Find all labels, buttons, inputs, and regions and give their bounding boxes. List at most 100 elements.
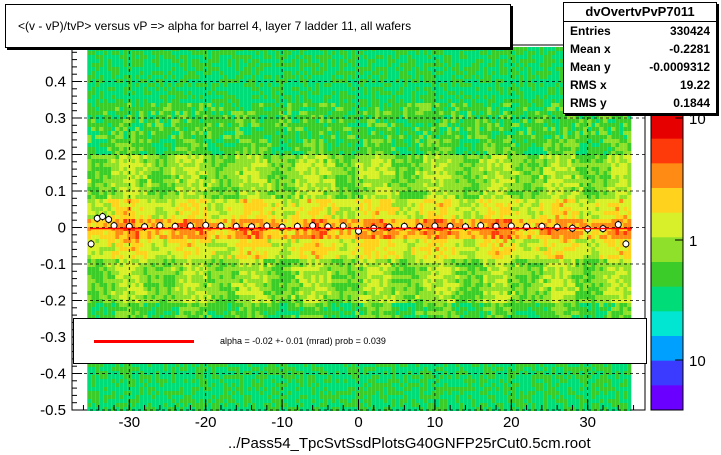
heat-cell (235, 207, 240, 211)
heat-cell (203, 239, 208, 243)
heat-cell (263, 403, 268, 407)
heat-cell (239, 59, 244, 63)
heat-cell (251, 271, 256, 275)
heat-cell (247, 195, 252, 199)
heat-cell (199, 127, 204, 131)
heat-cell (135, 291, 140, 295)
heat-cell (271, 375, 276, 379)
heat-cell (215, 231, 220, 235)
heat-cell (147, 299, 152, 303)
heat-cell (95, 387, 100, 391)
heat-cell (207, 239, 212, 243)
heat-cell (123, 391, 128, 395)
heat-cell (263, 275, 268, 279)
heat-cell (239, 207, 244, 211)
heat-cell (291, 307, 296, 311)
heat-cell (215, 183, 220, 187)
heat-cell (219, 395, 224, 399)
heat-cell (171, 271, 176, 275)
heat-cell (291, 407, 296, 411)
heat-cell (275, 87, 280, 91)
heat-cell (159, 267, 164, 271)
heat-cell (171, 263, 176, 267)
heat-cell (115, 71, 120, 75)
heat-cell (299, 203, 304, 207)
heat-cell (163, 387, 168, 391)
heat-cell (235, 375, 240, 379)
heat-cell (187, 87, 192, 91)
heat-cell (199, 207, 204, 211)
heat-cell (299, 79, 304, 83)
heat-cell (183, 311, 188, 315)
heat-cell (163, 155, 168, 159)
heat-cell (183, 151, 188, 155)
heat-cell (159, 287, 164, 291)
heat-cell (167, 55, 172, 59)
heat-cell (251, 371, 256, 375)
heat-cell (243, 211, 248, 215)
heat-cell (167, 151, 172, 155)
heat-cell (207, 307, 212, 311)
heat-cell (235, 279, 240, 283)
heat-cell (223, 159, 228, 163)
heat-cell (199, 403, 204, 407)
heat-cell (139, 91, 144, 95)
heat-cell (151, 207, 156, 211)
heat-cell (139, 263, 144, 267)
heat-cell (131, 263, 136, 267)
heat-cell (159, 387, 164, 391)
heat-cell (259, 279, 264, 283)
heat-cell (219, 363, 224, 367)
heat-cell (91, 223, 96, 227)
heat-cell (235, 275, 240, 279)
heat-cell (155, 255, 160, 259)
heat-cell (139, 175, 144, 179)
heat-cell (159, 143, 164, 147)
heat-cell (115, 183, 120, 187)
heat-cell (291, 71, 296, 75)
heat-cell (227, 271, 232, 275)
heat-cell (115, 395, 120, 399)
heat-cell (247, 75, 252, 79)
heat-cell (279, 151, 284, 155)
heat-cell (159, 91, 164, 95)
heat-cell (187, 63, 192, 67)
heat-cell (167, 203, 172, 207)
heat-cell (283, 307, 288, 311)
heat-cell (91, 403, 96, 407)
heat-cell (199, 143, 204, 147)
heat-cell (207, 287, 212, 291)
heat-cell (111, 143, 116, 147)
heat-cell (211, 263, 216, 267)
heat-cell (239, 315, 244, 319)
heat-cell (235, 95, 240, 99)
heat-cell (119, 187, 124, 191)
heat-cell (111, 363, 116, 367)
heat-cell (155, 139, 160, 143)
heat-cell (211, 199, 216, 203)
heat-cell (163, 95, 168, 99)
heat-cell (231, 75, 236, 79)
heat-cell (267, 135, 272, 139)
heat-cell (179, 199, 184, 203)
heat-cell (255, 367, 260, 371)
heat-cell (247, 87, 252, 91)
heat-cell (155, 403, 160, 407)
heat-cell (155, 175, 160, 179)
heat-cell (199, 107, 204, 111)
heat-cell (275, 263, 280, 267)
heat-cell (187, 259, 192, 263)
heat-cell (291, 139, 296, 143)
heat-cell (247, 59, 252, 63)
heat-cell (147, 391, 152, 395)
heat-cell (227, 95, 232, 99)
heat-cell (187, 295, 192, 299)
heat-cell (195, 223, 200, 227)
heat-cell (295, 131, 300, 135)
heat-cell (107, 167, 112, 171)
heat-cell (199, 59, 204, 63)
heat-cell (147, 55, 152, 59)
heat-cell (251, 103, 256, 107)
heat-cell (107, 379, 112, 383)
heat-cell (87, 123, 92, 127)
